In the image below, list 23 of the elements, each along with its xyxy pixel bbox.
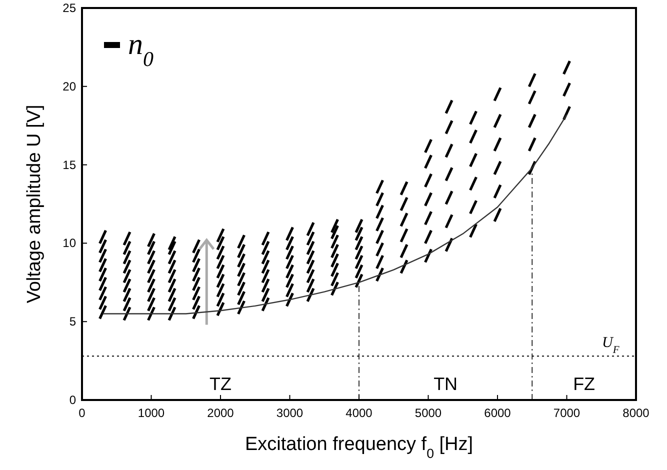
y-tick-label: 15	[62, 158, 76, 172]
annotation: TN	[434, 374, 458, 394]
x-tick-label: 8000	[622, 406, 650, 420]
y-tick-label: 20	[62, 79, 76, 94]
x-tick-label: 2000	[207, 406, 234, 420]
legend-label: n$_{0}$	[128, 28, 154, 71]
y-axis-title: Voltage amplitude U [V]	[24, 104, 45, 304]
y-tick-label: 0	[69, 393, 76, 407]
x-tick-label: 3000	[276, 406, 304, 420]
y-tick-label: 10	[62, 236, 76, 250]
x-tick-label: 1000	[138, 406, 165, 420]
x-tick-label: 5000	[414, 406, 442, 420]
x-tick-label: 7000	[553, 406, 580, 420]
annotation: FZ	[573, 374, 596, 394]
x-axis-title: Excitation frequency f$_{0}$ [Hz]	[244, 434, 474, 460]
x-tick-label: 4000	[346, 406, 373, 420]
x-tick-label: 0	[78, 406, 86, 420]
ref-line-label: U$_{F}$	[602, 335, 620, 356]
line-series	[102, 114, 568, 314]
x-tick-label: 6000	[484, 406, 512, 420]
annotation: TZ	[210, 374, 232, 394]
y-tick-label: 25	[62, 1, 76, 15]
y-tick-label: 5	[69, 314, 76, 329]
